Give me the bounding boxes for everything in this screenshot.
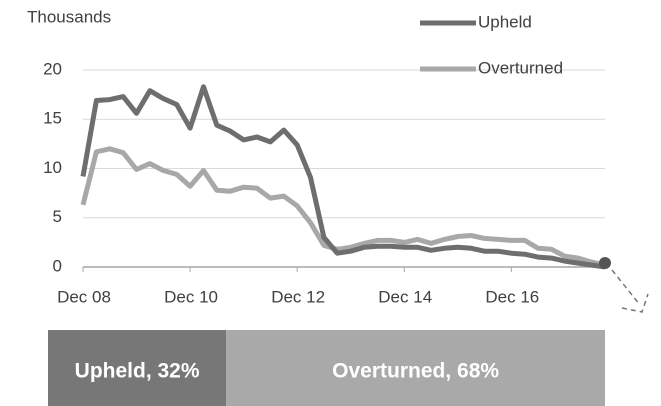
bar-segment [48,330,227,406]
share-bar: Upheld, 32% Overturned, 68% [48,330,606,406]
bar-segment [226,330,606,406]
x-tick-label: Dec 16 [485,287,539,306]
y-axis-label: Thousands [27,7,111,26]
bar-label: Upheld, 32% [75,360,200,383]
lines [80,84,606,270]
legend-label: Upheld [478,12,532,31]
y-tick-label: 10 [43,158,62,177]
legend: Overturned Upheld [420,12,563,77]
bar-label: Overturned, 68% [332,360,499,383]
y-tick-label: 0 [53,256,62,275]
arrow-line [611,269,641,306]
y-tick-label: 15 [43,109,62,128]
grid: 0 5 10 15 20 Dec 08 Dec 10 Dec 12 Dec 14 Dec 16 [43,59,605,306]
arrow-head [621,293,649,313]
series-line [80,146,606,268]
x-tick-label: Dec 14 [378,287,432,306]
x-tick-label: Dec 08 [57,287,111,306]
y-tick-label: 5 [53,207,62,226]
y-tick-label: 20 [43,59,62,78]
legend-label: Overturned [478,58,563,77]
x-tick-label: Dec 12 [271,287,325,306]
series-line [80,84,606,270]
x-tick-label: Dec 10 [164,287,218,306]
end-dot [599,257,611,269]
